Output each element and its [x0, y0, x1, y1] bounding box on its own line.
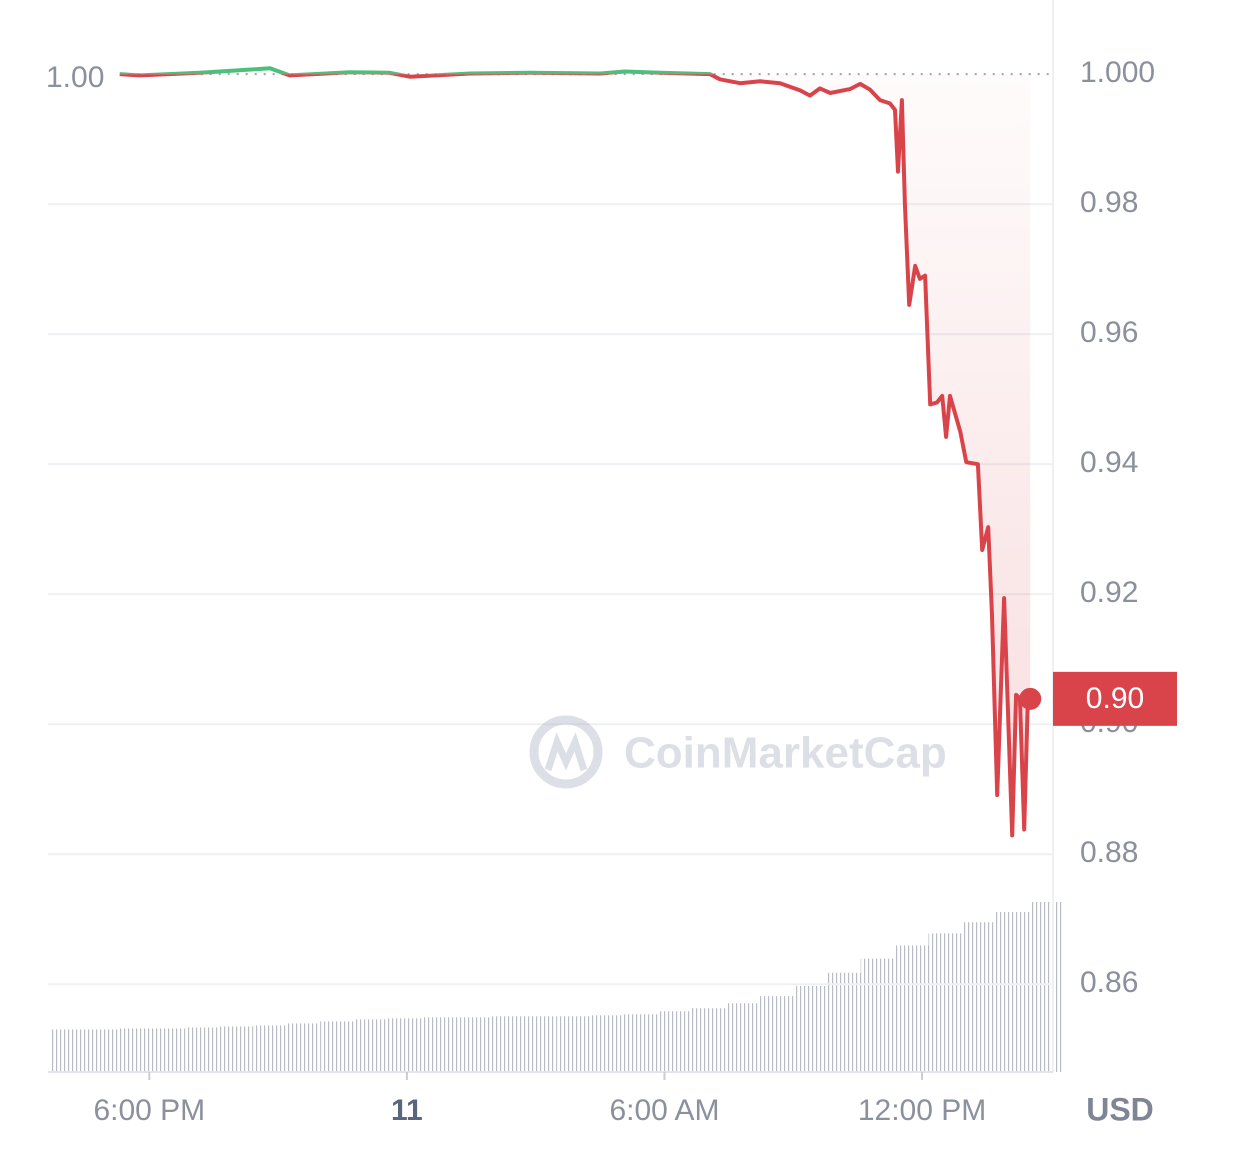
y-tick-label: 0.92: [1080, 576, 1138, 609]
baseline-label-bg: [44, 50, 122, 97]
volume-bar: [624, 1014, 659, 1072]
volume-bar: [995, 912, 1030, 1072]
y-tick-label: 1.000: [1080, 56, 1155, 89]
unit-label: USD: [1086, 1091, 1154, 1127]
price-line-up: [119, 66, 715, 75]
x-tick-label: 12:00 PM: [858, 1094, 986, 1127]
price-line: [119, 74, 1033, 838]
x-tick-label: 6:00 AM: [609, 1094, 719, 1127]
volume-bar: [455, 1017, 490, 1072]
volume-bar: [691, 1008, 726, 1072]
volume-bar: [286, 1023, 321, 1072]
watermark-logo: [544, 732, 588, 772]
baseline-label: 1.00: [46, 61, 104, 94]
y-tick-label: 0.86: [1080, 966, 1138, 999]
current-label: 0.90: [1086, 682, 1144, 715]
volume-bar: [725, 1003, 760, 1072]
y-tick-label: 0.98: [1080, 186, 1138, 219]
volume-bar: [489, 1016, 524, 1072]
volume-bar: [320, 1021, 355, 1072]
volume-bar: [590, 1015, 625, 1072]
volume-bar: [1029, 902, 1064, 1072]
y-tick-label: 0.96: [1080, 316, 1138, 349]
volume-bar: [962, 922, 997, 1072]
volume-bar: [860, 958, 895, 1072]
volume-bar: [421, 1017, 456, 1072]
volume-bar: [793, 985, 828, 1072]
volume-bar: [151, 1028, 185, 1072]
volume-bar: [218, 1026, 253, 1072]
y-tick-label: 0.94: [1080, 446, 1138, 479]
current-label-bg: [1053, 671, 1177, 726]
volume-bar: [117, 1028, 152, 1072]
volume-bar: [759, 996, 794, 1072]
watermark-text: CoinMarketCap: [624, 729, 947, 778]
volume-bar: [827, 972, 862, 1072]
volume-bar: [522, 1016, 557, 1072]
volume-bar: [252, 1025, 287, 1072]
area: [119, 74, 1031, 836]
watermark-logo: [529, 715, 603, 789]
volume-bar: [658, 1011, 692, 1072]
volume-bar: [184, 1027, 219, 1072]
y-tick-label: 0.88: [1080, 836, 1138, 869]
volume-bar: [83, 1029, 118, 1072]
volume-bar: [354, 1019, 389, 1072]
volume-bar: [387, 1018, 422, 1072]
current-dot: [1019, 687, 1042, 710]
watermark: CoinMarketCap: [529, 715, 947, 789]
volume-bar: [894, 945, 929, 1072]
volume-bar: [928, 933, 963, 1072]
x-tick-label: 11: [391, 1094, 423, 1127]
volume-bar: [556, 1016, 591, 1072]
x-tick-label: 6:00 PM: [93, 1094, 205, 1127]
volume-bar: [49, 1029, 84, 1072]
